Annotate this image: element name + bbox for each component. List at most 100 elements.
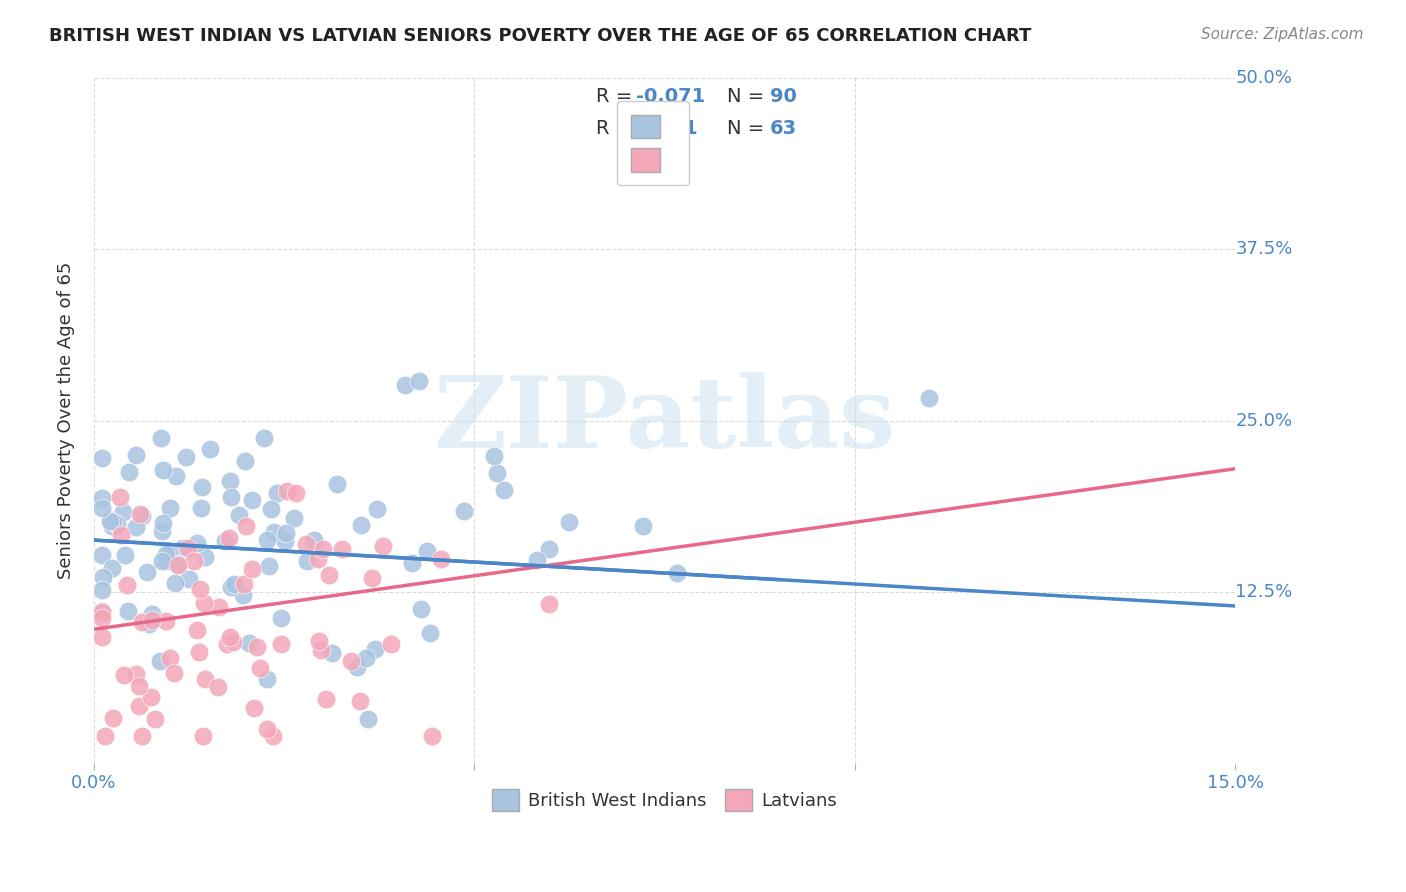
Point — [361, 571, 384, 585]
Text: 37.5%: 37.5% — [1236, 240, 1292, 258]
Point — [191, 479, 214, 493]
Point — [219, 630, 242, 644]
Point — [167, 558, 190, 572]
Point — [155, 614, 177, 628]
Point — [242, 492, 264, 507]
Point — [340, 654, 363, 668]
Point — [307, 552, 329, 566]
Point — [101, 515, 124, 529]
Point — [284, 486, 307, 500]
Point — [357, 712, 380, 726]
Point — [318, 568, 340, 582]
Point — [167, 557, 190, 571]
Point — [274, 533, 297, 548]
Point — [218, 531, 240, 545]
Point — [330, 541, 353, 556]
Point — [98, 514, 121, 528]
Point — [309, 643, 332, 657]
Point — [238, 636, 260, 650]
Point — [294, 536, 316, 550]
Point — [420, 730, 443, 744]
Point — [302, 533, 325, 547]
Point — [256, 723, 278, 737]
Point — [283, 511, 305, 525]
Point — [326, 477, 349, 491]
Point — [526, 553, 548, 567]
Point — [208, 599, 231, 614]
Point — [198, 442, 221, 457]
Point — [538, 597, 561, 611]
Point — [235, 519, 257, 533]
Point — [538, 542, 561, 557]
Point — [141, 607, 163, 621]
Point — [918, 391, 941, 405]
Point — [430, 551, 453, 566]
Point — [90, 604, 112, 618]
Point — [224, 576, 246, 591]
Point — [266, 486, 288, 500]
Point — [125, 520, 148, 534]
Point — [131, 730, 153, 744]
Point — [190, 501, 212, 516]
Point — [155, 548, 177, 562]
Point — [101, 561, 124, 575]
Point — [312, 542, 335, 557]
Point — [453, 504, 475, 518]
Point — [484, 449, 506, 463]
Point — [159, 650, 181, 665]
Point — [131, 615, 153, 630]
Point — [150, 553, 173, 567]
Text: R =: R = — [596, 119, 638, 137]
Point — [93, 729, 115, 743]
Point — [219, 580, 242, 594]
Point — [139, 690, 162, 704]
Text: 63: 63 — [769, 119, 797, 137]
Text: 90: 90 — [769, 87, 796, 105]
Point — [141, 613, 163, 627]
Point — [233, 454, 256, 468]
Point — [128, 699, 150, 714]
Text: 50.0%: 50.0% — [1236, 69, 1292, 87]
Point — [125, 448, 148, 462]
Point — [149, 431, 172, 445]
Point — [129, 507, 152, 521]
Point — [100, 519, 122, 533]
Point — [232, 588, 254, 602]
Point — [295, 554, 318, 568]
Point — [90, 583, 112, 598]
Point — [114, 548, 136, 562]
Point — [249, 661, 271, 675]
Point — [90, 548, 112, 562]
Point — [90, 451, 112, 466]
Point — [666, 566, 689, 581]
Point — [152, 516, 174, 530]
Point — [110, 528, 132, 542]
Point — [232, 576, 254, 591]
Point — [486, 466, 509, 480]
Point — [163, 665, 186, 680]
Text: BRITISH WEST INDIAN VS LATVIAN SENIORS POVERTY OVER THE AGE OF 65 CORRELATION CH: BRITISH WEST INDIAN VS LATVIAN SENIORS P… — [49, 27, 1032, 45]
Point — [90, 605, 112, 619]
Point — [219, 475, 242, 489]
Text: ZIPatlas: ZIPatlas — [433, 372, 896, 469]
Point — [118, 466, 141, 480]
Point — [408, 374, 430, 388]
Point — [177, 572, 200, 586]
Point — [243, 701, 266, 715]
Point — [228, 508, 250, 522]
Point — [188, 582, 211, 596]
Text: 12.5%: 12.5% — [1236, 583, 1292, 601]
Text: Source: ZipAtlas.com: Source: ZipAtlas.com — [1201, 27, 1364, 42]
Text: 25.0%: 25.0% — [1236, 412, 1292, 430]
Point — [90, 491, 112, 505]
Point — [157, 547, 180, 561]
Point — [354, 651, 377, 665]
Point — [165, 469, 187, 483]
Point — [221, 635, 243, 649]
Point — [401, 556, 423, 570]
Point — [315, 692, 337, 706]
Point — [371, 540, 394, 554]
Point — [558, 515, 581, 529]
Y-axis label: Seniors Poverty Over the Age of 65: Seniors Poverty Over the Age of 65 — [58, 262, 75, 580]
Point — [186, 535, 208, 549]
